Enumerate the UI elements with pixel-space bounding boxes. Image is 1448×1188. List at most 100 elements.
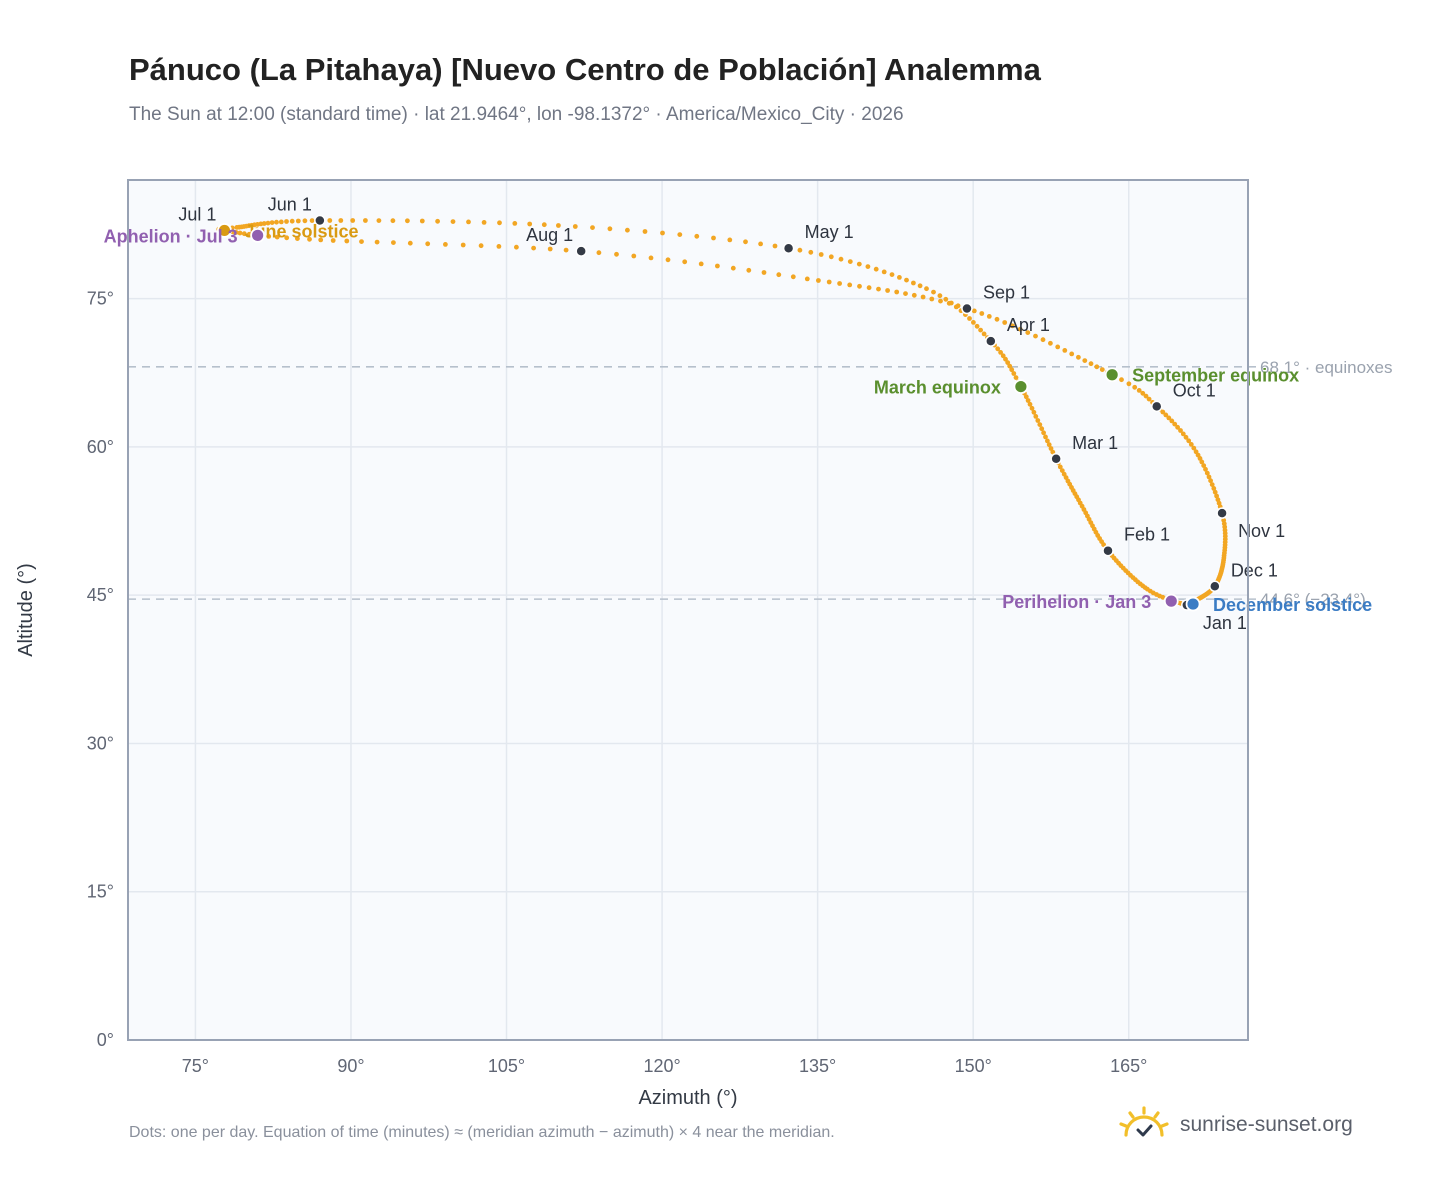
day-dot	[881, 269, 887, 275]
y-tick-label: 0°	[97, 1030, 114, 1050]
day-dot	[931, 289, 936, 295]
day-dot	[1088, 361, 1094, 367]
day-dot	[1204, 470, 1210, 476]
day-dot	[1035, 418, 1041, 423]
month-marker	[961, 302, 973, 315]
day-dot	[274, 219, 279, 225]
day-dot	[924, 286, 929, 292]
day-dot	[711, 235, 716, 241]
day-dot	[1055, 344, 1061, 350]
day-dot	[837, 281, 842, 286]
day-dot	[607, 226, 613, 232]
day-dot	[527, 221, 533, 227]
x-tick-label: 150°	[955, 1056, 992, 1076]
day-dot	[772, 243, 778, 249]
day-dot	[1132, 384, 1138, 390]
event-label: Perihelion · Jan 3	[1002, 592, 1151, 612]
day-dot	[920, 294, 926, 300]
day-dot	[1061, 471, 1067, 477]
day-dot	[419, 218, 425, 224]
day-dot	[531, 245, 536, 251]
day-dot	[1143, 393, 1149, 399]
day-dot	[541, 222, 547, 228]
day-dot	[894, 289, 900, 295]
y-tick-label: 15°	[87, 882, 114, 902]
day-dot	[233, 230, 239, 235]
day-dot	[1208, 478, 1213, 484]
event-marker	[1013, 379, 1029, 394]
month-label: Jan 1	[1203, 613, 1247, 633]
day-dot	[478, 243, 484, 249]
day-dot	[994, 316, 1000, 322]
brand[interactable]: sunrise-sunset.org	[1118, 1100, 1353, 1150]
sun-logo-icon	[1119, 1106, 1169, 1137]
day-dot	[978, 327, 983, 333]
day-dot	[1033, 333, 1038, 339]
day-dot	[790, 274, 796, 280]
day-dot	[967, 316, 972, 321]
day-dot	[727, 237, 733, 243]
day-dot	[995, 346, 1001, 352]
day-dot	[307, 236, 312, 242]
day-dot	[443, 242, 448, 247]
day-dot	[1009, 367, 1015, 373]
day-dot	[1025, 330, 1031, 335]
footnote: Dots: one per day. Equation of time (min…	[129, 1124, 835, 1141]
day-dot	[804, 276, 810, 282]
day-dot	[1031, 409, 1037, 415]
month-marker	[1216, 507, 1228, 519]
month-marker	[985, 335, 997, 347]
day-dot	[1000, 353, 1006, 359]
day-dot	[682, 259, 688, 265]
month-marker	[1150, 400, 1163, 413]
day-dot	[648, 255, 654, 261]
day-dot	[1203, 466, 1208, 472]
month-marker	[314, 214, 326, 227]
chart-subtitle: The Sun at 12:00 (standard time) · lat 2…	[129, 104, 904, 125]
event-marker	[1185, 596, 1201, 612]
day-dot	[1206, 474, 1212, 480]
month-label: Nov 1	[1238, 521, 1285, 541]
day-dot	[284, 219, 289, 224]
day-dot	[1048, 446, 1054, 451]
day-dot	[797, 247, 803, 253]
day-dot	[1136, 388, 1142, 393]
event-marker	[250, 227, 266, 243]
day-dot	[761, 270, 767, 275]
day-dot	[1191, 445, 1197, 451]
day-dot	[986, 314, 992, 319]
day-dot	[1041, 430, 1046, 436]
day-dot	[572, 224, 578, 229]
day-dot	[865, 264, 871, 269]
day-dot	[1094, 364, 1100, 370]
day-dot	[776, 272, 782, 278]
day-dot	[327, 218, 333, 223]
day-dot	[929, 296, 935, 302]
day-dot	[241, 231, 247, 237]
day-dot	[318, 237, 324, 243]
day-dot	[563, 247, 569, 253]
day-dot	[1033, 414, 1039, 419]
month-label: Dec 1	[1231, 560, 1278, 580]
day-dot	[1209, 482, 1215, 487]
day-dot	[547, 246, 553, 252]
day-dot	[1201, 463, 1207, 468]
day-dot	[330, 238, 336, 243]
day-dot	[1175, 424, 1180, 430]
month-label: Feb 1	[1124, 525, 1170, 545]
day-dot	[1069, 351, 1075, 357]
day-dot	[481, 220, 487, 225]
month-marker	[782, 242, 795, 254]
day-dot	[1188, 442, 1194, 447]
day-dot	[998, 350, 1003, 355]
y-tick-label: 60°	[87, 437, 114, 457]
day-dot	[269, 220, 275, 226]
day-dot	[730, 265, 736, 271]
day-dot	[1180, 431, 1186, 437]
y-tick-label: 45°	[87, 585, 114, 605]
day-dot	[904, 277, 909, 283]
day-dot	[971, 320, 976, 325]
day-dot	[1126, 381, 1132, 387]
day-dot	[1003, 356, 1008, 362]
day-dot	[1183, 434, 1189, 440]
